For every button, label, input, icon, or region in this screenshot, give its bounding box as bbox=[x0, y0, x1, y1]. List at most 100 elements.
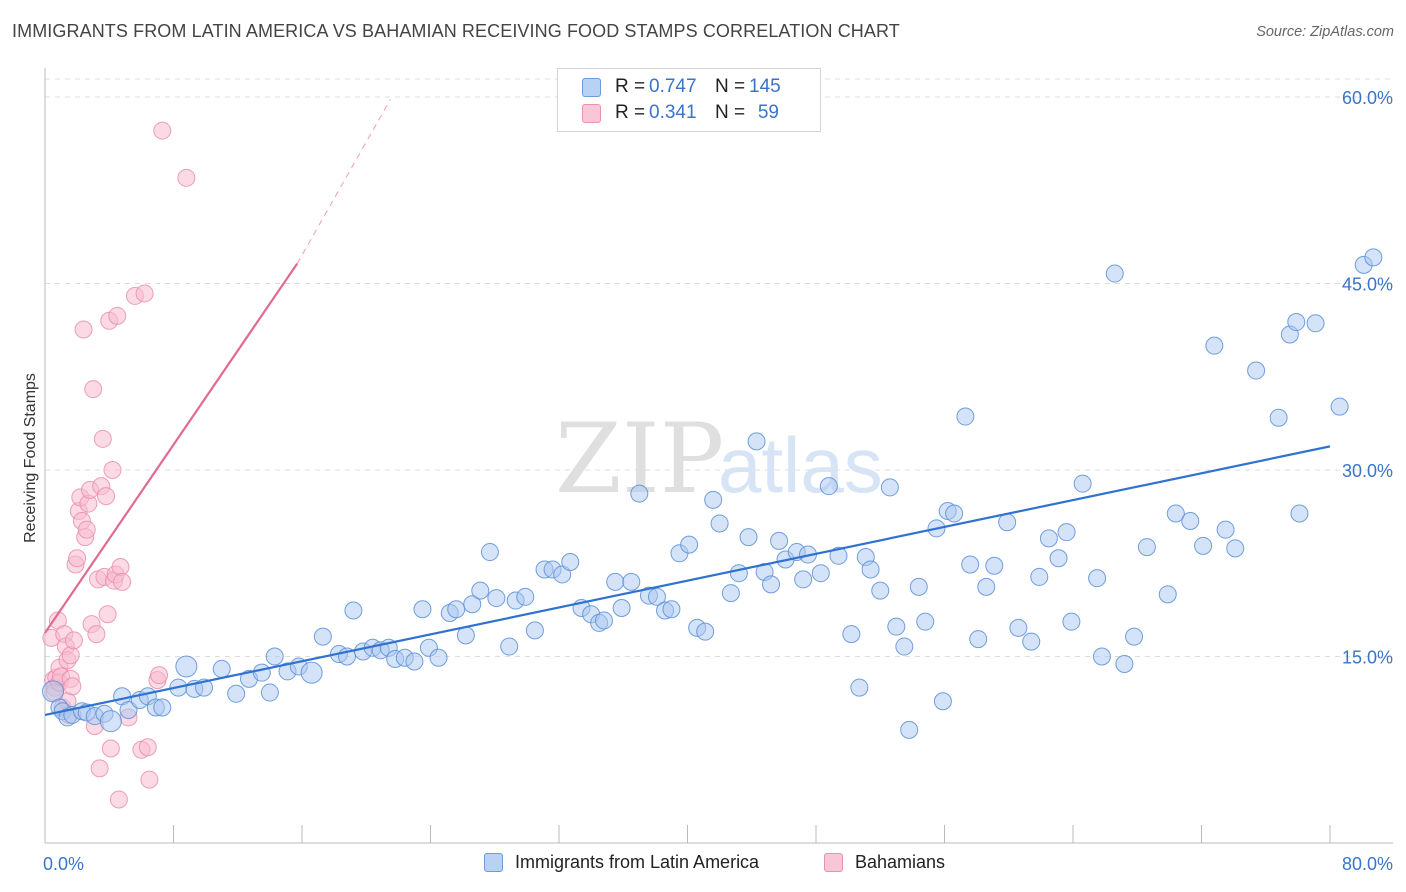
legend-row-pink: R = 0.341 N = 59 bbox=[582, 100, 779, 126]
data-point bbox=[150, 666, 169, 685]
data-point bbox=[153, 698, 172, 717]
data-point bbox=[500, 637, 519, 656]
data-point bbox=[1158, 585, 1177, 604]
data-point bbox=[405, 652, 424, 671]
data-point bbox=[1022, 632, 1041, 651]
data-point bbox=[1287, 313, 1306, 332]
n-label: N = bbox=[715, 76, 746, 97]
data-point bbox=[1194, 536, 1213, 555]
data-point bbox=[135, 284, 154, 303]
data-point bbox=[842, 625, 861, 644]
data-point bbox=[61, 646, 80, 665]
data-point bbox=[1049, 549, 1068, 568]
data-point bbox=[977, 577, 996, 596]
data-point bbox=[456, 626, 475, 645]
data-point bbox=[819, 477, 838, 496]
data-point bbox=[916, 612, 935, 631]
data-point bbox=[704, 490, 723, 509]
data-point bbox=[101, 739, 120, 758]
data-point bbox=[945, 504, 964, 523]
n-label: N = bbox=[715, 102, 746, 123]
data-point bbox=[1009, 618, 1028, 637]
r-label: R = bbox=[615, 102, 646, 123]
data-point bbox=[64, 631, 83, 650]
data-point bbox=[1030, 567, 1049, 586]
data-point bbox=[630, 484, 649, 503]
data-point bbox=[680, 535, 699, 554]
data-point bbox=[77, 520, 96, 539]
data-point bbox=[1269, 408, 1288, 427]
data-point bbox=[770, 531, 789, 550]
data-point bbox=[861, 560, 880, 579]
data-point bbox=[747, 432, 766, 451]
data-point bbox=[1062, 612, 1081, 631]
data-point bbox=[111, 557, 130, 576]
data-point bbox=[739, 528, 758, 547]
data-point bbox=[880, 478, 899, 497]
data-point bbox=[98, 605, 117, 624]
series-legend: Immigrants from Latin America Bahamians bbox=[0, 852, 1406, 878]
legend-row-blue: R = 0.747 N = 145 bbox=[582, 74, 781, 100]
trend-line-bahamians bbox=[44, 262, 299, 634]
data-point bbox=[525, 621, 544, 640]
chart-title: IMMIGRANTS FROM LATIN AMERICA VS BAHAMIA… bbox=[12, 21, 900, 41]
data-point bbox=[177, 168, 196, 187]
data-point bbox=[99, 710, 122, 733]
data-point bbox=[344, 601, 363, 620]
data-point bbox=[887, 617, 906, 636]
data-point bbox=[480, 543, 499, 562]
data-point bbox=[850, 678, 869, 697]
data-point bbox=[811, 564, 830, 583]
data-point bbox=[721, 584, 740, 603]
data-point bbox=[1166, 504, 1185, 523]
y-tick-label: 60.0% bbox=[1342, 88, 1393, 108]
data-point bbox=[710, 514, 729, 533]
data-point bbox=[594, 611, 613, 630]
data-point bbox=[961, 555, 980, 574]
data-point bbox=[74, 320, 93, 339]
data-point bbox=[1205, 336, 1224, 355]
data-point bbox=[68, 549, 87, 568]
data-point bbox=[175, 655, 198, 678]
data-point bbox=[762, 575, 781, 594]
data-point bbox=[956, 407, 975, 426]
data-point bbox=[153, 121, 172, 140]
n-value: 145 bbox=[749, 76, 781, 97]
legend-label: Bahamians bbox=[855, 852, 946, 872]
data-point bbox=[447, 600, 466, 619]
data-point bbox=[1092, 647, 1111, 666]
data-point bbox=[1088, 569, 1107, 588]
y-axis-label: Receiving Food Stamps bbox=[22, 373, 39, 543]
data-point bbox=[138, 738, 157, 757]
correlation-legend: R = 0.747 N = 145 R = 0.341 N = 59 bbox=[557, 68, 821, 132]
data-point bbox=[1290, 504, 1309, 523]
data-point bbox=[1137, 538, 1156, 557]
data-point bbox=[212, 659, 231, 678]
legend-item-immigrants[interactable]: Immigrants from Latin America bbox=[484, 852, 759, 873]
data-point bbox=[300, 661, 323, 684]
legend-item-bahamians[interactable]: Bahamians bbox=[824, 852, 945, 873]
data-point bbox=[606, 572, 625, 591]
gridlines bbox=[45, 78, 1393, 657]
data-point bbox=[113, 572, 132, 591]
r-value: 0.341 bbox=[649, 102, 697, 123]
data-point bbox=[998, 513, 1017, 532]
series-immigrants-latin-america bbox=[42, 248, 1383, 739]
legend-label: Immigrants from Latin America bbox=[515, 852, 760, 872]
x-tick-label: 80.0% bbox=[1342, 854, 1393, 874]
data-point bbox=[109, 790, 128, 809]
data-point bbox=[252, 663, 271, 682]
data-point bbox=[900, 720, 919, 739]
data-point bbox=[1330, 397, 1349, 416]
data-point bbox=[909, 577, 928, 596]
data-point bbox=[63, 677, 82, 696]
blue-swatch bbox=[582, 77, 601, 97]
data-point bbox=[227, 684, 246, 703]
data-point bbox=[108, 306, 127, 325]
data-point bbox=[87, 625, 106, 644]
data-point bbox=[487, 589, 506, 608]
data-point bbox=[265, 647, 284, 666]
data-point bbox=[794, 570, 813, 589]
y-tick-label: 15.0% bbox=[1342, 648, 1393, 668]
